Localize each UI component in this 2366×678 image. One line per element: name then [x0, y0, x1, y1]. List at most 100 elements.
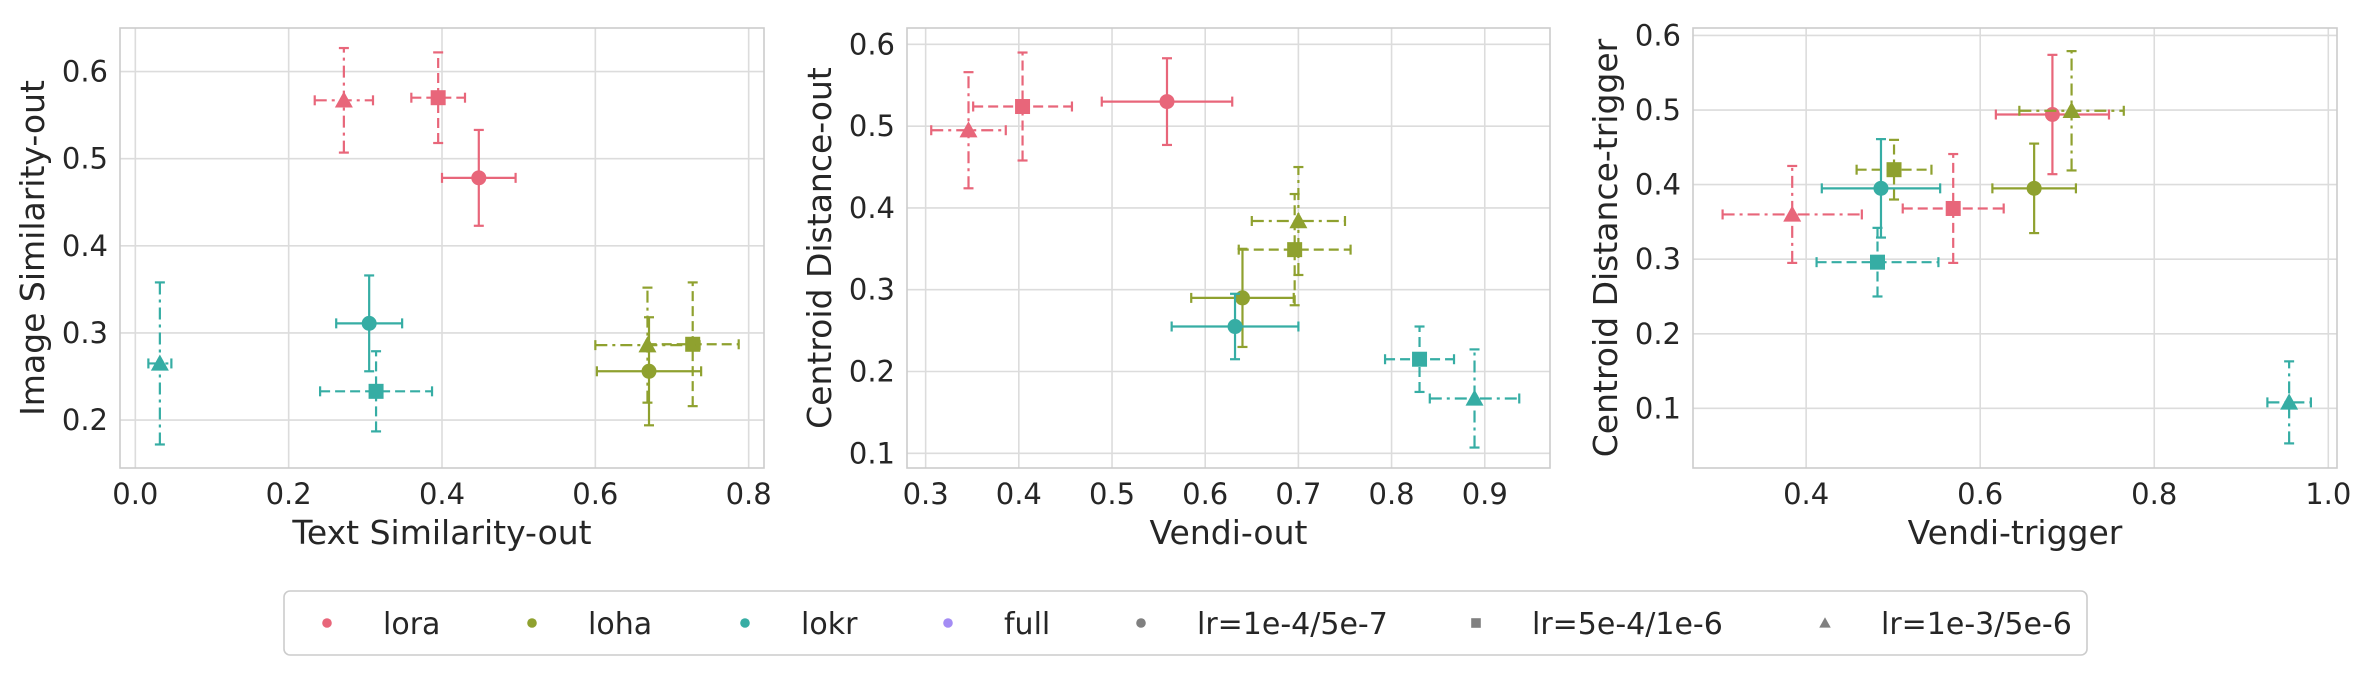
y-tick-label: 0.5 — [1635, 93, 1681, 127]
point-marker-triangle — [2062, 101, 2081, 118]
data-point-loha-triangle — [2018, 50, 2125, 172]
data-point-lora-square — [972, 51, 1074, 162]
x-tick-label: 0.5 — [1089, 477, 1135, 511]
x-axis-label: Text Similarity-out — [291, 513, 591, 552]
x-tick-label: 0.0 — [112, 477, 158, 511]
plot-frame — [1692, 27, 2338, 469]
point-marker-circle — [641, 363, 657, 379]
y-tick-label: 0.5 — [849, 109, 895, 143]
point-marker-square — [430, 90, 446, 106]
y-tick-label: 0.4 — [62, 229, 108, 263]
y-tick-label: 0.6 — [1635, 18, 1681, 52]
data-point-lokr-square — [1383, 325, 1456, 394]
legend-marker-circle — [943, 618, 953, 628]
point-marker-triangle — [1465, 389, 1484, 406]
legend-label: loha — [588, 607, 652, 642]
point-marker-square — [1945, 200, 1961, 216]
legend-marker-circle — [740, 618, 750, 628]
data-point-loha-square — [645, 281, 740, 408]
y-tick-label: 0.2 — [62, 403, 108, 437]
y-tick-label: 0.3 — [1635, 242, 1681, 276]
point-marker-circle — [471, 170, 487, 186]
y-tick-label: 0.6 — [62, 55, 108, 89]
data-point-lora-triangle — [930, 71, 1007, 190]
data-point-lora-circle — [1100, 57, 1234, 147]
legend-marker-square — [1471, 618, 1481, 628]
data-point-lokr-circle — [335, 274, 404, 373]
legend-marker-triangle — [1819, 617, 1831, 628]
x-tick-label: 0.6 — [572, 477, 618, 511]
x-tick-label: 0.4 — [1783, 477, 1829, 511]
point-marker-triangle — [1783, 205, 1802, 222]
legend-marker-circle — [322, 618, 332, 628]
x-tick-label: 0.3 — [903, 477, 949, 511]
legend-label: lokr — [801, 607, 858, 642]
legend-label: lora — [383, 607, 440, 642]
y-tick-label: 0.1 — [849, 436, 895, 470]
point-marker-circle — [1159, 94, 1175, 110]
x-tick-label: 0.6 — [1957, 477, 2003, 511]
legend: lora loha lokr full lr=1e-4/5e-7 lr=5e-4/1e-6… — [283, 590, 2088, 656]
data-point-lora-triangle — [1721, 164, 1863, 265]
data-point-lokr-triangle — [1428, 348, 1521, 449]
data-point-lokr-circle — [1820, 138, 1942, 239]
y-tick-label: 0.3 — [62, 316, 108, 350]
point-marker-triangle — [959, 121, 978, 138]
x-tick-label: 0.4 — [996, 477, 1042, 511]
y-tick-label: 0.1 — [1635, 391, 1681, 425]
data-point-lokr-triangle — [2266, 360, 2312, 445]
legend-marker-circle — [527, 618, 537, 628]
data-point-lokr-square — [1815, 226, 1940, 298]
data-point-lora-circle — [440, 128, 517, 227]
point-marker-triangle — [150, 354, 169, 371]
y-axis-label: Centroid Distance-out — [800, 67, 839, 429]
point-marker-triangle — [1289, 212, 1308, 229]
legend-label: full — [1004, 607, 1050, 642]
legend-label: lr=5e-4/1e-6 — [1532, 607, 1723, 642]
legend-marker-circle — [1136, 618, 1146, 628]
y-axis-label: Centroid Distance-trigger — [1586, 38, 1625, 457]
x-tick-label: 0.6 — [1182, 477, 1228, 511]
data-point-loha-triangle — [1250, 165, 1347, 277]
data-point-lokr-square — [319, 350, 434, 433]
x-tick-label: 1.0 — [2305, 477, 2351, 511]
point-marker-square — [1886, 162, 1902, 178]
y-tick-label: 0.4 — [849, 191, 895, 225]
point-marker-square — [368, 383, 384, 399]
data-point-lokr-circle — [1170, 292, 1300, 361]
point-marker-triangle — [638, 336, 657, 353]
point-marker-square — [685, 336, 701, 352]
y-tick-label: 0.6 — [849, 27, 895, 61]
legend-item-lokr: lokr — [740, 607, 858, 642]
x-axis-label: Vendi-trigger — [1908, 513, 2123, 552]
data-point-lora-square — [1901, 152, 2005, 265]
legend-item-full: full — [943, 607, 1050, 642]
legend-item-lora: lora — [322, 607, 440, 642]
x-tick-label: 0.2 — [266, 477, 312, 511]
data-point-lora-square — [410, 51, 467, 145]
point-marker-circle — [1227, 319, 1243, 335]
plot-frame — [906, 27, 1551, 469]
point-marker-circle — [1234, 290, 1250, 306]
data-point-loha-circle — [1991, 142, 2078, 235]
x-tick-label: 0.8 — [1369, 477, 1415, 511]
legend-item-lr-5e-4-1e-6: lr=5e-4/1e-6 — [1471, 607, 1723, 642]
point-marker-circle — [2044, 107, 2060, 123]
point-marker-triangle — [334, 91, 353, 108]
y-tick-label: 0.3 — [849, 273, 895, 307]
point-marker-square — [1412, 351, 1428, 367]
legend-item-lr-1e-3-5e-6: lr=1e-3/5e-6 — [1819, 607, 2072, 642]
x-tick-label: 0.4 — [419, 477, 465, 511]
data-point-loha-circle — [595, 316, 703, 427]
chart-panel-3: 0.4 0.6 0.8 1.00.10.20.30.40.50.6Vendi-trig… — [1586, 18, 2351, 552]
legend-label: lr=1e-3/5e-6 — [1881, 607, 2072, 642]
y-tick-label: 0.2 — [849, 354, 895, 388]
x-tick-label: 0.7 — [1275, 477, 1321, 511]
x-axis-label: Vendi-out — [1150, 513, 1308, 552]
point-marker-square — [1015, 99, 1031, 115]
point-marker-square — [1869, 254, 1885, 270]
x-tick-label: 0.9 — [1462, 477, 1508, 511]
data-point-loha-square — [1855, 138, 1933, 201]
